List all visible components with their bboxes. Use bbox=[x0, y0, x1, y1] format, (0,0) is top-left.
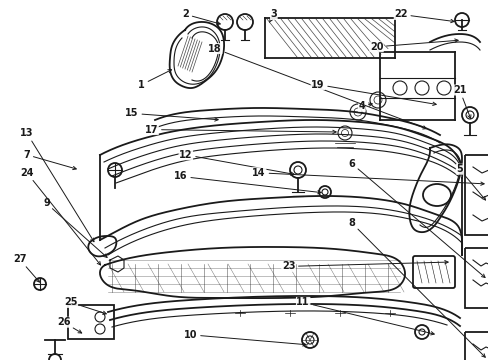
Text: 8: 8 bbox=[348, 218, 484, 357]
Text: 13: 13 bbox=[20, 128, 94, 242]
Text: 11: 11 bbox=[296, 297, 433, 335]
Bar bbox=[464, 155, 488, 235]
Text: 9: 9 bbox=[43, 198, 107, 257]
Bar bbox=[68, 305, 114, 339]
Text: 14: 14 bbox=[252, 168, 483, 185]
Text: 26: 26 bbox=[57, 317, 81, 333]
Text: 2: 2 bbox=[182, 9, 220, 25]
Text: 21: 21 bbox=[452, 85, 470, 118]
Text: 23: 23 bbox=[281, 261, 447, 271]
Text: 16: 16 bbox=[174, 171, 321, 194]
Text: 22: 22 bbox=[393, 9, 453, 23]
Text: 24: 24 bbox=[20, 168, 101, 265]
Text: 27: 27 bbox=[13, 254, 40, 282]
Text: 15: 15 bbox=[125, 108, 218, 121]
Text: 1: 1 bbox=[138, 70, 171, 90]
Text: 4: 4 bbox=[358, 101, 371, 111]
Text: 17: 17 bbox=[144, 125, 335, 135]
Text: 3: 3 bbox=[269, 9, 277, 22]
Text: 18: 18 bbox=[208, 44, 426, 129]
Text: 12: 12 bbox=[179, 150, 294, 175]
Text: 5: 5 bbox=[455, 164, 485, 200]
Bar bbox=[464, 332, 488, 360]
Text: 10: 10 bbox=[183, 330, 305, 346]
Text: 25: 25 bbox=[64, 297, 106, 314]
Text: 6: 6 bbox=[348, 159, 484, 278]
Text: 20: 20 bbox=[369, 39, 457, 52]
Text: 7: 7 bbox=[23, 150, 76, 170]
Bar bbox=[464, 248, 488, 308]
Text: 19: 19 bbox=[310, 80, 435, 105]
